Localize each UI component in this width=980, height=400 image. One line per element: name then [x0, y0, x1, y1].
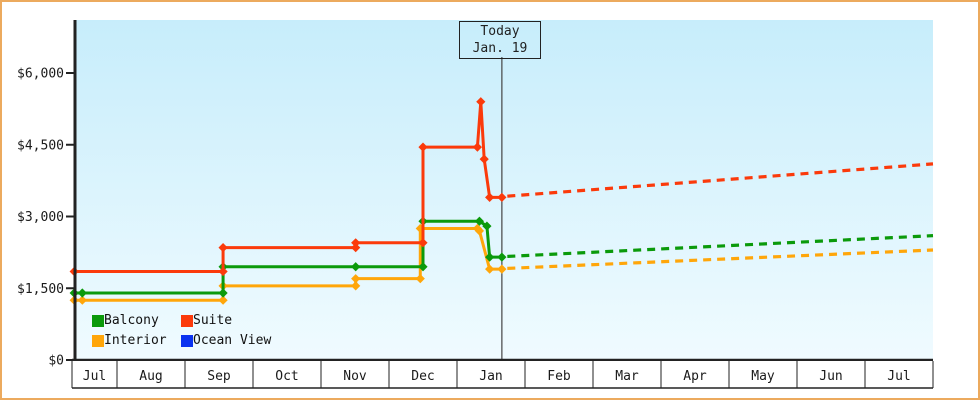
data-point-suite [351, 238, 361, 248]
legend-item-ocean-view: Ocean View [181, 333, 271, 348]
today-label: Today [480, 24, 520, 39]
data-point-suite [497, 192, 507, 202]
data-point-interior [351, 281, 361, 291]
data-point-balcony [218, 288, 228, 298]
legend-swatch-interior [92, 334, 104, 347]
month-label: May [751, 369, 775, 384]
data-point-balcony [77, 288, 87, 298]
data-point-suite [472, 142, 482, 152]
x-axis-months [71, 361, 934, 389]
data-point-balcony [418, 262, 428, 272]
month-label: Jul [887, 369, 910, 384]
data-point-interior [415, 274, 425, 284]
month-label: Aug [139, 369, 162, 384]
data-point-interior [474, 226, 485, 236]
legend-label-ocean-view: Ocean View [193, 333, 272, 348]
legend-swatch-ocean-view [181, 334, 193, 347]
series-group [69, 97, 934, 305]
month-label: Sep [207, 369, 231, 384]
y-tick-label: $4,500 [17, 138, 64, 153]
data-point-balcony [474, 216, 485, 226]
y-axis-labels [66, 72, 74, 361]
forecast-line-suite [507, 162, 934, 198]
data-point-suite [351, 242, 361, 253]
data-point-interior [485, 264, 495, 274]
data-point-suite [479, 154, 489, 164]
series-balcony [69, 216, 934, 298]
legend-item-balcony: Balcony [92, 313, 181, 328]
data-point-suite [485, 192, 495, 202]
data-point-balcony [482, 221, 492, 231]
y-tick-label: $3,000 [17, 210, 64, 225]
legend-label-suite: Suite [193, 313, 233, 328]
y-tick-label: $0 [48, 354, 64, 369]
data-point-balcony [497, 252, 507, 262]
y-tick-label: $1,500 [17, 282, 64, 297]
today-date-label: Jan. 19 [472, 41, 528, 56]
month-label: Dec [411, 369, 434, 384]
legend-item-interior: Interior [92, 333, 181, 348]
data-point-suite [418, 142, 428, 152]
legend-label-balcony: Balcony [104, 313, 159, 328]
month-label: Jun [819, 369, 842, 384]
plot-area [74, 20, 933, 360]
month-label: Nov [343, 369, 367, 384]
data-point-suite [418, 238, 428, 248]
data-point-suite [218, 242, 228, 253]
data-point-interior [218, 295, 228, 305]
data-point-interior [497, 264, 507, 274]
month-label: Feb [547, 369, 571, 384]
month-label: Mar [615, 369, 639, 384]
month-label: Apr [683, 369, 707, 384]
forecast-line-interior [507, 248, 934, 270]
legend-item-suite: Suite [181, 313, 271, 328]
legend: Balcony Suite Interior Ocean View [92, 313, 271, 348]
data-point-interior [415, 223, 425, 234]
legend-swatch-balcony [92, 314, 104, 327]
data-point-balcony [351, 262, 361, 272]
y-tick-label: $6,000 [17, 67, 64, 82]
data-point-suite [476, 97, 486, 107]
forecast-line-balcony [507, 234, 934, 259]
series-suite [69, 97, 934, 277]
data-point-interior [77, 295, 87, 305]
month-row [72, 361, 933, 388]
month-label: Jan [479, 369, 502, 384]
data-point-interior [351, 274, 361, 284]
legend-label-interior: Interior [104, 333, 167, 348]
today-marker-box: Today Jan. 19 [459, 21, 541, 59]
data-point-suite [218, 266, 228, 277]
legend-swatch-suite [181, 314, 193, 327]
month-label: Oct [275, 369, 298, 384]
data-point-balcony [485, 252, 495, 262]
month-label: Jul [83, 369, 106, 384]
